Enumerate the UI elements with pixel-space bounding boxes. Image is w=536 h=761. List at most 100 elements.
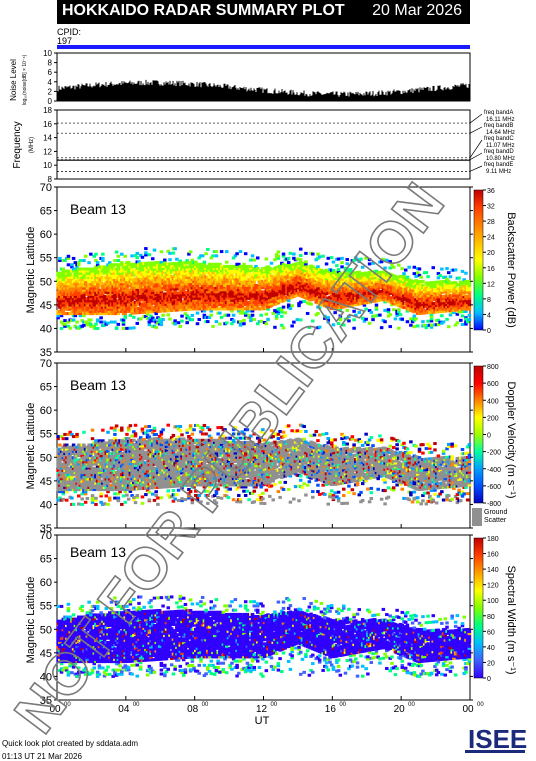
scatter-cell: [453, 293, 458, 297]
scatter-cell: [342, 305, 346, 309]
scatter-cell: [381, 257, 386, 261]
scatter-cell: [438, 282, 442, 286]
scatter-cell: [123, 316, 127, 320]
scatter-cell: [142, 306, 146, 310]
scatter-cell: [383, 266, 387, 270]
scatter-cell: [340, 261, 344, 265]
scatter-cell: [459, 310, 463, 314]
scatter-cell: [180, 319, 184, 323]
scatter-cell: [175, 287, 179, 291]
scatter-cell: [350, 271, 355, 275]
scatter-cell: [68, 305, 72, 309]
scatter-cell: [147, 316, 152, 320]
scatter-cell: [63, 322, 67, 326]
scatter-cell: [371, 283, 375, 287]
scatter-cell: [125, 301, 129, 305]
scatter-cell: [101, 256, 105, 260]
scatter-cell: [233, 275, 238, 279]
scatter-cell: [402, 306, 406, 310]
scatter-cell: [109, 299, 114, 303]
scatter-cell: [89, 318, 93, 322]
scatter-cell: [219, 264, 224, 268]
noise-tick-label: 8: [48, 59, 53, 68]
scatter-cell: [343, 266, 348, 270]
scatter-cell: [190, 288, 195, 292]
scatter-cell: [190, 313, 195, 317]
scatter-cell: [352, 326, 356, 330]
frequency-tick-label: 10: [43, 161, 52, 170]
scatter-cell: [226, 305, 231, 309]
scatter-cell: [168, 306, 172, 310]
scatter-cell: [152, 248, 157, 252]
scatter-cell: [135, 321, 140, 325]
scatter-cell: [219, 250, 224, 254]
scatter-cell: [429, 317, 434, 321]
scatter-cell: [391, 265, 396, 269]
scatter-cell: [240, 305, 244, 309]
scatter-cell: [99, 316, 103, 320]
scatter-cell: [378, 277, 382, 281]
scatter-cell: [374, 269, 379, 273]
scatter-cell: [331, 260, 336, 264]
scatter-cell: [359, 289, 363, 293]
scatter-cell: [204, 298, 208, 302]
scatter-cell: [360, 282, 365, 286]
scatter-cell: [214, 301, 219, 304]
scatter-cell: [169, 275, 174, 279]
frequency-tick-label: 16: [43, 120, 52, 129]
scatter-cell: [135, 268, 140, 272]
scatter-cell: [202, 260, 207, 264]
scatter-cell: [214, 254, 219, 258]
scatter-cell: [221, 286, 226, 290]
scatter-cell: [145, 312, 150, 316]
scatter-cell: [114, 250, 119, 254]
scatter-cell: [130, 311, 134, 315]
scatter-cell: [161, 313, 165, 317]
scatter-cell: [175, 264, 179, 268]
scatter-cell: [156, 284, 160, 288]
scatter-cell: [178, 325, 183, 329]
scatter-cell: [225, 321, 229, 325]
scatter-cell: [214, 275, 219, 279]
scatter-cell: [197, 256, 201, 260]
frequency-tick-label: 12: [43, 147, 52, 156]
scatter-cell: [228, 288, 232, 292]
scatter-cell: [259, 313, 263, 317]
scatter-cell: [192, 298, 196, 302]
scatter-cell: [386, 310, 391, 314]
scatter-cell: [204, 303, 208, 307]
scatter-cell: [121, 320, 126, 324]
scatter-cell: [364, 307, 368, 311]
scatter-cell: [249, 319, 253, 323]
scatter-cell: [398, 274, 403, 278]
scatter-cell: [68, 303, 72, 307]
scatter-cell: [144, 287, 148, 291]
scatter-cell: [359, 274, 363, 278]
scatter-cell: [429, 313, 434, 317]
cpid-bar: [57, 45, 470, 49]
scatter-cell: [126, 275, 131, 279]
scatter-cell: [316, 252, 320, 256]
scatter-cell: [446, 325, 451, 329]
scatter-cell: [345, 317, 349, 321]
scatter-cell: [207, 315, 212, 319]
scatter-cell: [63, 305, 67, 309]
scatter-cell: [163, 258, 167, 262]
scatter-cell: [233, 305, 238, 309]
scatter-cell: [68, 271, 72, 275]
scatter-cell: [159, 260, 164, 264]
scatter-cell: [230, 269, 234, 273]
scatter-cell: [126, 294, 131, 298]
scatter-cell: [59, 314, 64, 318]
scatter-cell: [204, 277, 208, 281]
scatter-cell: [202, 313, 207, 317]
scatter-cell: [309, 302, 313, 306]
scatter-cell: [102, 320, 107, 324]
scatter-cell: [364, 296, 368, 300]
scatter-cell: [249, 315, 253, 319]
scatter-cell: [452, 310, 456, 314]
scatter-cell: [333, 296, 337, 300]
scatter-cell: [460, 308, 465, 312]
scatter-cell: [58, 259, 62, 263]
